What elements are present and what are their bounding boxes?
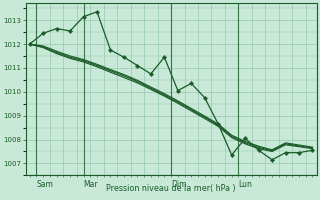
Text: Mar: Mar: [84, 180, 98, 189]
X-axis label: Pression niveau de la mer( hPa ): Pression niveau de la mer( hPa ): [106, 184, 236, 193]
Text: Dim: Dim: [171, 180, 187, 189]
Text: Lun: Lun: [238, 180, 252, 189]
Text: Sam: Sam: [36, 180, 53, 189]
